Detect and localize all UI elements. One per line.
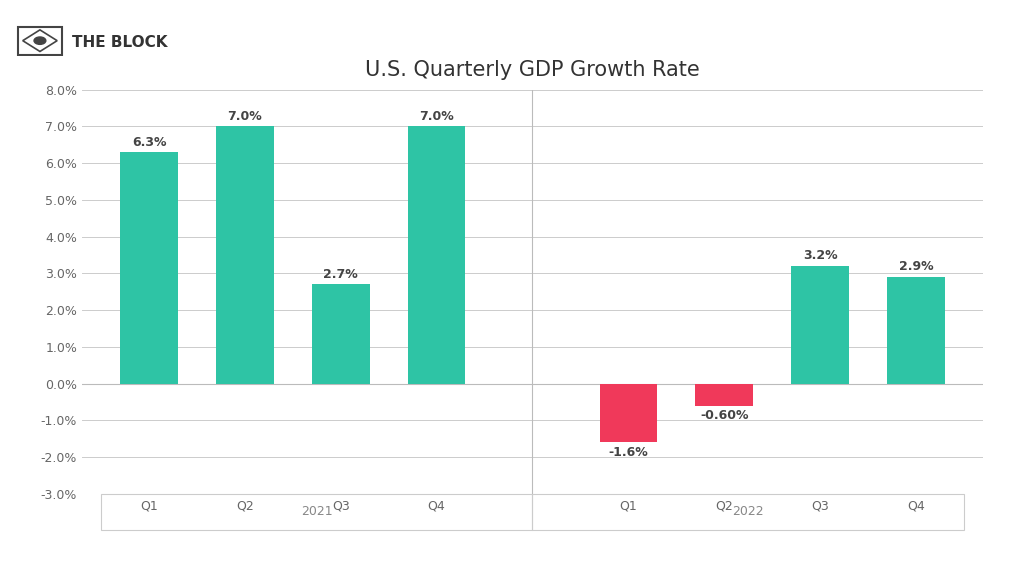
Bar [408, 126, 465, 384]
Text: 3.2%: 3.2% [803, 249, 838, 263]
Text: -1.6%: -1.6% [608, 446, 648, 459]
Text: THE BLOCK: THE BLOCK [72, 35, 167, 50]
Bar [312, 284, 370, 384]
Bar [216, 126, 273, 384]
Text: 2.9%: 2.9% [899, 260, 933, 273]
Bar [120, 152, 178, 384]
Text: 2.7%: 2.7% [324, 268, 358, 280]
Text: 2022: 2022 [732, 505, 764, 518]
Bar [792, 266, 849, 384]
Text: -0.60%: -0.60% [700, 409, 749, 422]
Text: 7.0%: 7.0% [419, 110, 454, 123]
Bar [887, 277, 945, 384]
Bar [695, 384, 753, 406]
Text: 7.0%: 7.0% [227, 110, 262, 123]
Text: 2021: 2021 [301, 505, 333, 518]
Text: 6.3%: 6.3% [132, 136, 166, 149]
Bar [600, 384, 657, 442]
Circle shape [34, 37, 46, 44]
Title: U.S. Quarterly GDP Growth Rate: U.S. Quarterly GDP Growth Rate [366, 60, 699, 80]
